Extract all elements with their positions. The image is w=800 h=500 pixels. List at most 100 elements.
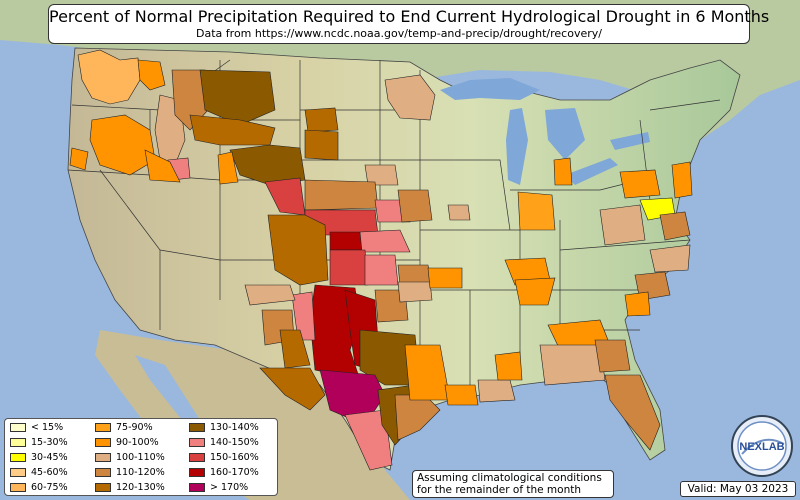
region-id-orange bbox=[144, 149, 181, 183]
legend-swatch bbox=[10, 438, 26, 447]
legend-item: 130-140% bbox=[189, 421, 259, 435]
legend-swatch bbox=[189, 453, 205, 462]
legend-label: 75-90% bbox=[116, 422, 153, 433]
region-ga-tan bbox=[539, 344, 606, 386]
legend-label: 90-100% bbox=[116, 437, 159, 448]
legend-item: 120-130% bbox=[95, 481, 165, 495]
lake-huron bbox=[545, 108, 585, 160]
legend-swatch bbox=[95, 468, 111, 477]
legend-swatch bbox=[95, 483, 111, 492]
legend-item: < 15% bbox=[10, 421, 63, 435]
region-nm-tan bbox=[244, 284, 296, 306]
legend-label: 120-130% bbox=[116, 482, 165, 493]
region-mo-brown bbox=[397, 189, 433, 223]
legend-label: 130-140% bbox=[210, 422, 259, 433]
region-ks-red2 bbox=[329, 249, 369, 286]
legend-label: > 170% bbox=[210, 482, 249, 493]
region-va-tan bbox=[599, 204, 646, 246]
legend-swatch bbox=[189, 483, 205, 492]
legend-label: 150-160% bbox=[210, 452, 259, 463]
legend-swatch bbox=[189, 438, 205, 447]
legend-item: 150-160% bbox=[189, 451, 259, 465]
legend-label: 15-30% bbox=[31, 437, 68, 448]
region-ne-orange bbox=[304, 179, 379, 211]
region-sc-orange bbox=[624, 291, 651, 317]
region-tx-magenta bbox=[319, 369, 386, 426]
region-wy-orange bbox=[217, 151, 239, 185]
region-nm-pink bbox=[291, 291, 316, 341]
region-tn-orange bbox=[514, 277, 556, 306]
region-nm-dark bbox=[279, 329, 311, 369]
region-ms-tan bbox=[477, 379, 516, 403]
lake-michigan bbox=[506, 108, 528, 185]
region-il-orange bbox=[517, 191, 556, 231]
logo-text: NEXLAB bbox=[739, 441, 784, 453]
region-ks-pink bbox=[359, 229, 411, 253]
region-tx-pink bbox=[344, 409, 393, 471]
region-or-light2 bbox=[69, 147, 89, 171]
legend-item: 45-60% bbox=[10, 466, 68, 480]
region-ga-brown bbox=[594, 339, 631, 373]
region-nc-tan bbox=[649, 244, 691, 273]
legend-swatch bbox=[10, 423, 26, 432]
drought-regions bbox=[69, 49, 693, 471]
region-md-brown bbox=[659, 211, 691, 241]
region-ks-pink2 bbox=[364, 254, 399, 286]
legend-label: 160-170% bbox=[210, 467, 259, 478]
region-nj-orange bbox=[671, 161, 693, 199]
legend-item: 75-90% bbox=[95, 421, 153, 435]
legend: < 15% 15-30% 30-45% 45-60% 60-75% 75-90% 90-10… bbox=[4, 418, 278, 496]
legend-swatch bbox=[10, 468, 26, 477]
legend-label: 30-45% bbox=[31, 452, 68, 463]
legend-swatch bbox=[95, 438, 111, 447]
legend-label: 140-150% bbox=[210, 437, 259, 448]
legend-item: 60-75% bbox=[10, 481, 68, 495]
region-wa-light bbox=[137, 59, 166, 91]
legend-item: 110-120% bbox=[95, 466, 165, 480]
assumption-note: Assuming climatological conditions for t… bbox=[412, 470, 614, 498]
region-mi-orange bbox=[553, 157, 573, 186]
legend-label: 60-75% bbox=[31, 482, 68, 493]
region-ia-tan bbox=[447, 204, 471, 221]
region-co-brown bbox=[267, 214, 329, 286]
title-box: Percent of Normal Precipitation Required… bbox=[48, 4, 770, 44]
region-ms-orange bbox=[494, 351, 523, 381]
region-fl-brown bbox=[604, 374, 661, 451]
lake-superior bbox=[440, 78, 540, 100]
mexico-land bbox=[95, 330, 410, 500]
gulf-of-california bbox=[135, 355, 200, 430]
region-mo-orange bbox=[427, 267, 463, 289]
region-sd-tan bbox=[364, 164, 399, 186]
region-or-orange bbox=[89, 114, 156, 176]
legend-swatch bbox=[95, 423, 111, 432]
legend-label: 110-120% bbox=[116, 467, 165, 478]
legend-item: 100-110% bbox=[95, 451, 165, 465]
region-ks-dark bbox=[329, 231, 363, 251]
region-pa-orange bbox=[619, 169, 661, 199]
legend-item: 160-170% bbox=[189, 466, 259, 480]
map-subtitle: Data from https://www.ncdc.noaa.gov/temp… bbox=[196, 27, 602, 40]
region-ar-tan bbox=[397, 281, 433, 303]
region-mn-tan bbox=[384, 74, 436, 121]
valid-date: Valid: May 03 2023 bbox=[680, 481, 796, 497]
legend-item: 140-150% bbox=[189, 436, 259, 450]
legend-swatch bbox=[10, 483, 26, 492]
legend-swatch bbox=[189, 423, 205, 432]
region-mt-dark bbox=[199, 69, 276, 126]
legend-label: < 15% bbox=[31, 422, 64, 433]
legend-swatch bbox=[10, 453, 26, 462]
region-tx-dark bbox=[359, 329, 421, 386]
legend-item: 90-100% bbox=[95, 436, 159, 450]
legend-item: 15-30% bbox=[10, 436, 68, 450]
legend-item: 30-45% bbox=[10, 451, 68, 465]
region-tx-west bbox=[259, 367, 326, 411]
legend-swatch bbox=[189, 468, 205, 477]
legend-label: 100-110% bbox=[116, 452, 165, 463]
legend-swatch bbox=[95, 453, 111, 462]
lake-ontario bbox=[610, 132, 650, 150]
lake-erie bbox=[565, 158, 618, 185]
nexlab-logo: NEXLAB bbox=[731, 415, 793, 477]
region-wa-orange bbox=[77, 49, 141, 105]
map-title: Percent of Normal Precipitation Required… bbox=[49, 7, 770, 26]
